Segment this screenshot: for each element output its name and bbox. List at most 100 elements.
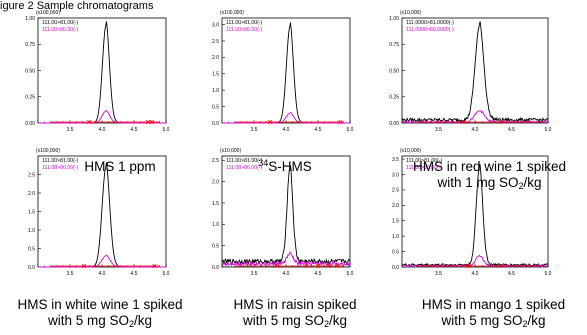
y-tick-label: 1.0 bbox=[28, 228, 35, 234]
caption-4: HMS in raisin spiked with 5 mg SO2/kg bbox=[210, 297, 380, 329]
x-tick-label: 4.0 bbox=[99, 127, 106, 133]
y-tick-label: 1.5 bbox=[212, 72, 219, 78]
chart-1: (x100,000) 0.0 0.5 1.0 1.5 2.0 2.5 3.0 3.5 4.0 4.5… bbox=[212, 10, 354, 133]
y-tick-label: 2.5 bbox=[28, 172, 35, 178]
y-tick-label: 0.25 bbox=[389, 95, 399, 101]
x-tick-label: 4.5 bbox=[508, 127, 515, 133]
x-tick-label: 4.0 bbox=[472, 127, 479, 133]
x-tick-label: 3.5 bbox=[435, 127, 442, 133]
x-tick-label: 4.5 bbox=[508, 271, 515, 277]
x-tick-label: 3.5 bbox=[67, 271, 74, 277]
y-tick-label: 0.25 bbox=[25, 95, 35, 101]
y-tick-label: 2.0 bbox=[212, 179, 219, 185]
trace-0 bbox=[38, 21, 166, 123]
legend-entry: 111.00>81.00(-) bbox=[226, 20, 263, 26]
legend-entry: 111.0000>80.0000(-) bbox=[406, 27, 454, 33]
caption-5-line1: HMS in mango 1 spiked bbox=[400, 297, 587, 313]
caption-0-line: HMS 1 ppm bbox=[84, 159, 155, 174]
y-tick-label: 1.5 bbox=[28, 209, 35, 215]
x-tick-label: 5.0 bbox=[545, 271, 552, 277]
multiplier-label: (x100,000) bbox=[36, 10, 60, 16]
caption-3-text: with 5 mg SO bbox=[48, 313, 129, 328]
caption-5-unit: /kg bbox=[528, 313, 546, 328]
trace-0 bbox=[38, 163, 166, 267]
y-tick-label: 0.5 bbox=[212, 104, 219, 110]
y-tick-label: 3.0 bbox=[212, 22, 219, 28]
trace-0 bbox=[222, 166, 350, 264]
caption-0: HMS 1 ppm bbox=[45, 159, 195, 175]
caption-2: HMS in red wine 1 spiked with 1 mg SO2/k… bbox=[392, 159, 587, 191]
trace-1 bbox=[222, 252, 350, 265]
x-tick-label: 5.0 bbox=[163, 271, 170, 277]
caption-4-unit: /kg bbox=[329, 313, 347, 328]
legend-entry: 111.0000>81.0000(-) bbox=[406, 20, 454, 26]
y-tick-label: 0.5 bbox=[392, 249, 399, 255]
y-tick-label: 0.0 bbox=[212, 121, 219, 127]
trace-0 bbox=[402, 21, 548, 121]
x-tick-label: 5.0 bbox=[347, 127, 354, 133]
x-tick-label: 3.5 bbox=[435, 271, 442, 277]
y-tick-label: 0.0 bbox=[28, 265, 35, 271]
caption-5-line2: with 5 mg SO2/kg bbox=[400, 313, 587, 329]
x-tick-label: 4.0 bbox=[283, 271, 290, 277]
x-tick-label: 3.5 bbox=[251, 271, 258, 277]
caption-1: 34S-HMS bbox=[225, 159, 345, 175]
legend-entry: 111.00>81.00(-) bbox=[42, 20, 79, 26]
plot-frame bbox=[402, 18, 548, 123]
x-tick-label: 5.0 bbox=[163, 127, 170, 133]
multiplier-label: (x10,000) bbox=[220, 148, 241, 154]
caption-4-line1: HMS in raisin spiked bbox=[210, 297, 380, 313]
x-tick-label: 3.5 bbox=[251, 127, 258, 133]
y-tick-label: 0.75 bbox=[389, 42, 399, 48]
x-tick-label: 4.5 bbox=[131, 271, 138, 277]
caption-3: HMS in white wine 1 spiked with 5 mg SO2… bbox=[0, 297, 200, 329]
chart-2: (x10,000) 0.00 0.25 0.50 0.75 1.00 3.5 4.0 4.5 5.… bbox=[389, 10, 551, 133]
y-tick-label: 0.0 bbox=[392, 265, 399, 271]
y-tick-label: 1.00 bbox=[389, 16, 399, 22]
y-tick-label: 0.0 bbox=[212, 265, 219, 271]
multiplier-label: (x100,000) bbox=[36, 148, 60, 154]
caption-3-line1: HMS in white wine 1 spiked bbox=[0, 297, 200, 313]
caption-3-unit: /kg bbox=[134, 313, 152, 328]
y-tick-label: 1.0 bbox=[212, 88, 219, 94]
x-tick-label: 4.5 bbox=[131, 127, 138, 133]
caption-2-text: with 1 mg SO bbox=[437, 175, 518, 190]
x-tick-label: 4.5 bbox=[315, 271, 322, 277]
y-tick-label: 1.00 bbox=[25, 16, 35, 22]
caption-1-main: S-HMS bbox=[268, 159, 312, 174]
y-tick-label: 1.0 bbox=[212, 222, 219, 228]
y-tick-label: 2.0 bbox=[28, 191, 35, 197]
multiplier-label: (x100,000) bbox=[220, 10, 244, 16]
caption-2-line1: HMS in red wine 1 spiked bbox=[392, 159, 587, 175]
y-tick-label: 1.5 bbox=[392, 219, 399, 225]
x-tick-label: 4.5 bbox=[315, 127, 322, 133]
y-tick-label: 1.5 bbox=[212, 201, 219, 207]
trace-0 bbox=[222, 23, 350, 123]
x-tick-label: 5.0 bbox=[347, 271, 354, 277]
caption-3-line2: with 5 mg SO2/kg bbox=[0, 313, 200, 329]
x-tick-label: 4.0 bbox=[472, 271, 479, 277]
caption-4-text: with 5 mg SO bbox=[243, 313, 324, 328]
multiplier-label: (x10,000) bbox=[400, 10, 421, 16]
y-tick-label: 0.75 bbox=[25, 42, 35, 48]
y-tick-label: 0.50 bbox=[25, 68, 35, 74]
y-tick-label: 0.00 bbox=[25, 121, 35, 127]
x-tick-label: 5.0 bbox=[545, 127, 552, 133]
y-tick-label: 1.0 bbox=[392, 234, 399, 240]
x-tick-label: 3.5 bbox=[67, 127, 74, 133]
x-tick-label: 4.0 bbox=[99, 271, 106, 277]
x-tick-label: 4.0 bbox=[283, 127, 290, 133]
y-tick-label: 0.5 bbox=[212, 243, 219, 249]
y-tick-label: 2.5 bbox=[212, 158, 219, 164]
chart-0: (x100,000) 0.00 0.25 0.50 0.75 1.00 3.5 4.0 4.5 5… bbox=[25, 10, 169, 133]
y-tick-label: 0.5 bbox=[28, 246, 35, 252]
legend-entry: 111.00>80.00(-) bbox=[42, 27, 79, 33]
y-tick-label: 2.0 bbox=[392, 203, 399, 209]
caption-2-line2: with 1 mg SO2/kg bbox=[392, 175, 587, 191]
y-tick-label: 0.00 bbox=[389, 121, 399, 127]
y-tick-label: 0.50 bbox=[389, 68, 399, 74]
caption-5-text: with 5 mg SO bbox=[441, 313, 522, 328]
caption-2-unit: /kg bbox=[524, 175, 542, 190]
multiplier-label: (x10,000) bbox=[400, 148, 421, 154]
caption-4-line2: with 5 mg SO2/kg bbox=[210, 313, 380, 329]
